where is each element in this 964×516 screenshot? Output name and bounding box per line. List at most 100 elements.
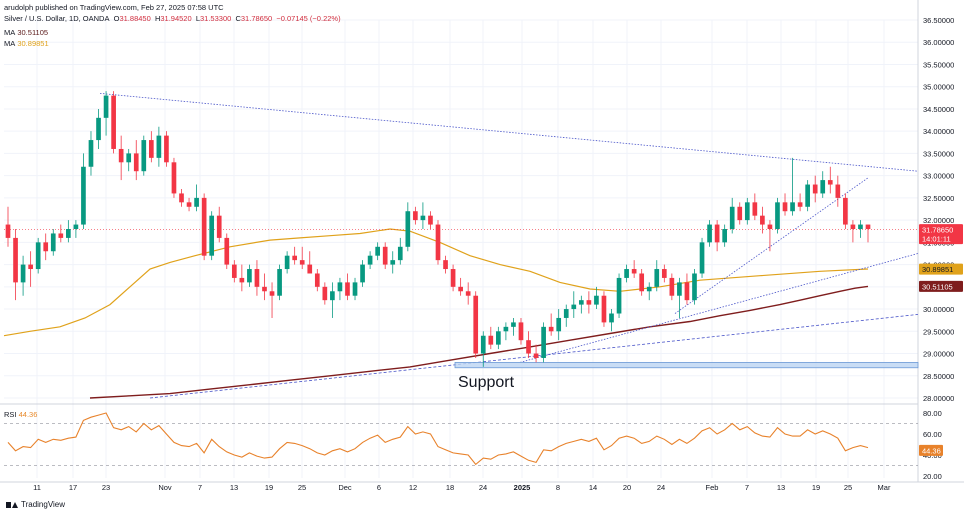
candle xyxy=(639,269,645,296)
x-tick-label: 23 xyxy=(102,483,110,492)
rsi-axis-label-text: 44.36 xyxy=(922,446,941,455)
candle xyxy=(677,277,682,318)
published-note: arudolph published on TradingView.com, F… xyxy=(4,3,224,12)
candle-body xyxy=(865,224,871,230)
candle-body xyxy=(171,162,177,194)
candle xyxy=(684,273,690,305)
candle xyxy=(571,291,577,318)
candle-body xyxy=(443,260,448,270)
candle-body xyxy=(352,282,358,296)
candle xyxy=(556,309,562,341)
candle xyxy=(767,220,773,252)
candle-body xyxy=(201,197,207,256)
candle xyxy=(397,237,403,265)
candle-body xyxy=(548,326,554,332)
candle xyxy=(50,229,56,256)
ma-fast-axis-label-text: 30.89851 xyxy=(922,265,953,274)
rsi-value: 44.36 xyxy=(18,410,38,419)
rsi-legend[interactable]: RSI 44.36 xyxy=(4,410,37,419)
low-label: L xyxy=(195,14,200,23)
candle xyxy=(465,282,471,305)
candle-body xyxy=(775,202,780,230)
candle-body xyxy=(216,215,222,238)
candle-body xyxy=(337,282,343,292)
rsi-tick-label: 80.00 xyxy=(923,409,942,418)
candle-body xyxy=(164,135,169,163)
rsi-tick-label: 60.00 xyxy=(923,430,942,439)
candle xyxy=(28,251,33,287)
candle-body xyxy=(435,224,441,261)
candle xyxy=(594,286,599,310)
x-tick-label: 7 xyxy=(745,483,749,492)
x-tick-label: 12 xyxy=(409,483,417,492)
brand-text: TradingView xyxy=(21,500,66,509)
x-tick-label: Mar xyxy=(878,483,891,492)
descending-trendline xyxy=(99,92,919,172)
candle-body xyxy=(699,242,705,274)
candle xyxy=(714,220,720,252)
y-tick-label: 36.50000 xyxy=(923,16,954,25)
candle-body xyxy=(661,269,667,278)
y-tick-label: 32.00000 xyxy=(923,216,954,225)
candle xyxy=(111,91,116,154)
candle-body xyxy=(450,269,456,287)
candle xyxy=(5,206,11,247)
candle xyxy=(352,277,358,301)
candle-body xyxy=(224,237,230,265)
candle-body xyxy=(458,286,463,292)
ma-slow-axis-label-text: 30.51105 xyxy=(922,282,953,291)
candle-body xyxy=(141,140,147,172)
ma-slow-value: 30.51105 xyxy=(17,28,49,37)
candle-body xyxy=(767,224,773,230)
candle-body xyxy=(81,166,86,225)
candle-body xyxy=(88,140,94,167)
candle xyxy=(752,193,758,221)
candle xyxy=(360,260,365,287)
candle-body xyxy=(413,211,418,221)
candle-body xyxy=(714,224,720,243)
x-tick-label: 18 xyxy=(446,483,454,492)
x-tick-label: 7 xyxy=(198,483,202,492)
ascending-trendline-steep xyxy=(674,177,869,314)
ma-fast-label: MA xyxy=(4,39,16,48)
candle xyxy=(375,242,380,261)
candle xyxy=(428,211,433,230)
candle-body xyxy=(239,277,245,283)
candle xyxy=(843,193,848,230)
candle-body xyxy=(262,286,267,292)
candle-body xyxy=(729,206,735,230)
candle xyxy=(201,193,207,261)
candle-body xyxy=(307,264,313,274)
candle-body xyxy=(541,326,546,358)
candle-body xyxy=(73,224,79,230)
ma-fast-legend[interactable]: MA 30.89851 xyxy=(4,39,49,48)
candle xyxy=(413,206,418,225)
candle-body xyxy=(103,95,109,118)
x-tick-label: 24 xyxy=(657,483,665,492)
candle xyxy=(503,322,509,341)
candle-body xyxy=(835,184,841,198)
candle xyxy=(835,175,841,207)
support-zone: Support xyxy=(454,362,919,391)
candle xyxy=(345,273,350,301)
candle xyxy=(209,211,215,261)
ma-fast-value: 30.89851 xyxy=(17,39,49,48)
ohlc-line: Silver / U.S. Dollar, 1D, OANDA O31.8845… xyxy=(4,14,341,23)
y-tick-label: 32.50000 xyxy=(923,194,954,203)
rsi-label: RSI xyxy=(4,410,17,419)
candle xyxy=(760,206,765,234)
candle-body xyxy=(133,153,139,172)
candle xyxy=(805,180,810,212)
candle xyxy=(13,229,18,301)
candle xyxy=(292,246,298,265)
candle xyxy=(96,108,101,149)
ma-slow-legend[interactable]: MA 30.51105 xyxy=(4,28,48,37)
candle-body xyxy=(827,180,833,185)
candle xyxy=(299,246,305,270)
tradingview-logo-icon xyxy=(6,501,18,509)
candle-body xyxy=(360,264,365,283)
candle-body xyxy=(314,273,320,287)
candle xyxy=(669,273,675,301)
candle xyxy=(88,131,94,176)
